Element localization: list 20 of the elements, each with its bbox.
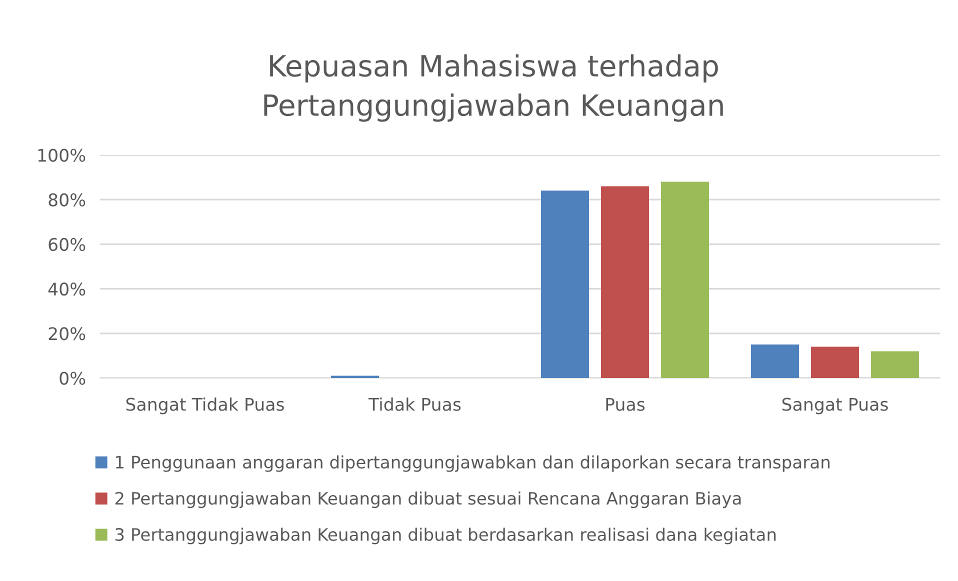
- chart-title: Kepuasan Mahasiswa terhadap Pertanggungjawaban Keuangan: [264, 54, 723, 122]
- legend-label: 2 Pertanggungjawaban Keuangan dibuat sesuai Rencana Anggaran Biaya: [115, 492, 741, 508]
- x-tick-label: Sangat Tidak Puas: [126, 397, 284, 414]
- y-tick-label: 40%: [48, 282, 86, 296]
- bar: [541, 190, 589, 378]
- y-tick-label: 60%: [48, 238, 86, 252]
- bar: [871, 351, 919, 378]
- legend-label: 3 Pertanggungjawaban Keuangan dibuat berdasarkan realisasi dana kegiatan: [115, 528, 776, 544]
- y-tick-label: 0%: [60, 372, 86, 385]
- y-tick-label: 80%: [48, 193, 86, 206]
- legend-label: 1 Penggunaan anggaran dipertanggungjawabkan dan dilaporkan secara transparan: [116, 455, 830, 472]
- x-tick-label: Tidak Puas: [368, 397, 461, 411]
- bar: [751, 344, 799, 378]
- bar: [661, 182, 709, 378]
- x-tick-label: Puas: [606, 398, 645, 411]
- y-tick-label: 20%: [48, 327, 86, 340]
- bar: [601, 186, 649, 378]
- y-tick-label: 100%: [38, 148, 86, 162]
- x-tick-label: Sangat Puas: [782, 398, 888, 414]
- bar: [811, 346, 859, 378]
